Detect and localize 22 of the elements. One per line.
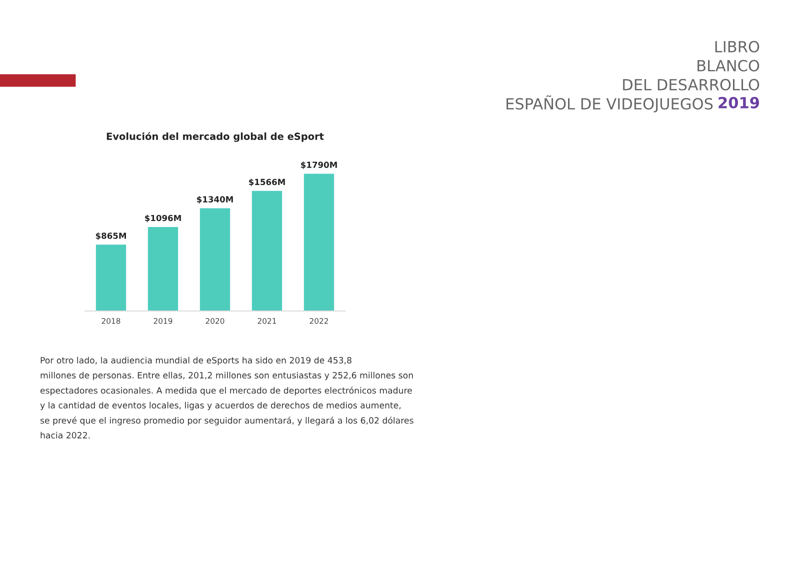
text: DEL DESARROLLO	[623, 78, 760, 90]
data-label: $1096M	[145, 214, 181, 222]
text: millones de personas. Entre ellas, 201,2 millones son entusiastas y 252,6 millones son	[40, 372, 413, 380]
data-label: $1790M	[301, 161, 337, 170]
bar	[304, 174, 334, 311]
text: 2019	[718, 96, 760, 108]
data-label: $1340M	[197, 196, 233, 204]
bar	[96, 244, 126, 311]
bar	[148, 226, 178, 311]
bar	[200, 208, 230, 311]
text: ESPAÑOL DE VIDEOJUEGOS	[506, 95, 713, 112]
text: espectadores ocasionales. A medida que el mercado de deportes electrónicos madure	[40, 386, 412, 396]
text: hacia 2022.	[40, 432, 90, 438]
text: Por otro lado, la audiencia mundial de eSports ha sido en 2019 de 453,8	[40, 356, 352, 366]
text: se prevé que el ingreso promedio por seguidor aumentará, y llegará a los 6,02 dólares	[40, 416, 414, 426]
bar	[252, 190, 282, 311]
text: BLANCO	[698, 60, 760, 72]
text: y la cantidad de eventos locales, ligas y acuerdos de derechos de medios aumente,	[40, 402, 401, 410]
data-label: $1566M	[249, 178, 285, 186]
chart-title: Evolución del mercado global de eSport	[106, 132, 324, 142]
data-label: $865M	[96, 232, 126, 240]
text: LIBRO	[715, 40, 760, 52]
